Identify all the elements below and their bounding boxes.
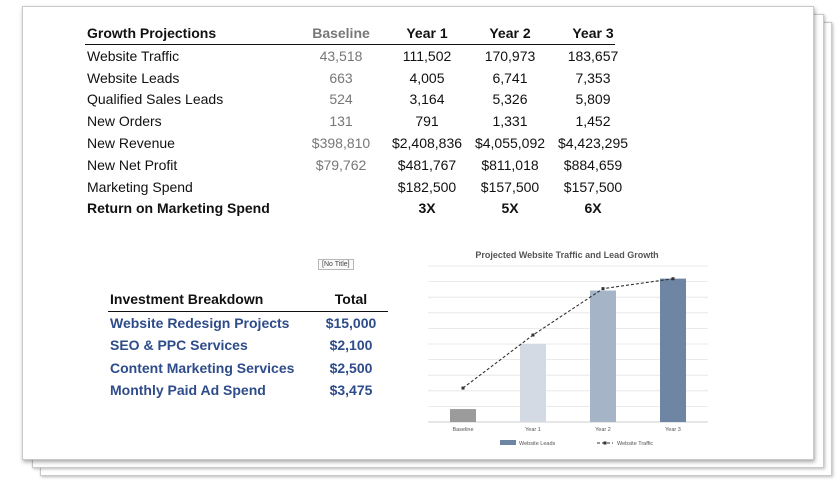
column-header: Year 3	[572, 25, 614, 41]
row-label: New Orders	[87, 113, 162, 130]
table-cell: 5,326	[492, 91, 528, 108]
table-cell: 1,331	[492, 113, 528, 130]
table-cell: 5X	[501, 200, 519, 217]
table-cell: $811,018	[481, 156, 539, 173]
x-tick-label: Year 1	[525, 427, 541, 433]
table-row: New Net Profit $79,762 $481,767 $811,018 $88…	[85, 154, 645, 176]
table-cell: 6,741	[492, 69, 528, 86]
investment-row: Website Redesign Projects $15,000	[108, 312, 390, 335]
table-cell: $157,500	[480, 178, 540, 195]
table-cell: $182,500	[397, 178, 457, 195]
bar-website-leads	[660, 278, 686, 422]
column-header: Year 2	[489, 25, 531, 41]
table-cell: 791	[415, 113, 439, 130]
table-cell: $398,810	[311, 134, 371, 151]
investment-total: $2,100	[329, 337, 373, 353]
x-tick-label: Year 2	[595, 427, 611, 433]
table-row: New Orders 131 791 1,331 1,452	[85, 110, 645, 132]
table-cell: 524	[329, 91, 353, 108]
table-cell: 5,809	[575, 91, 611, 108]
row-label: New Revenue	[87, 134, 175, 151]
table-row: Qualified Sales Leads 524 3,164 5,326 5,809	[85, 88, 645, 110]
investment-name: SEO & PPC Services	[110, 337, 248, 353]
table-cell: 7,353	[575, 69, 611, 86]
x-tick-label: Year 3	[665, 427, 681, 433]
growth-projections-table: Growth Projections Baseline Year 1 Year …	[85, 22, 645, 219]
table-cell: $4,423,295	[557, 134, 629, 151]
investment-name: Monthly Paid Ad Spend	[110, 382, 266, 398]
table-cell: 1,452	[575, 113, 611, 130]
table-row: Website Leads 663 4,005 6,741 7,353	[85, 67, 645, 89]
table-header-row: Growth Projections Baseline Year 1 Year …	[85, 22, 615, 45]
legend-label-leads: Website Leads	[519, 441, 556, 447]
investment-total: $3,475	[329, 382, 373, 398]
table-row: New Revenue $398,810 $2,408,836 $4,055,092 $…	[85, 132, 645, 154]
table-cell: 131	[329, 113, 353, 130]
column-header: Investment Breakdown	[110, 291, 264, 307]
table-cell: 663	[329, 69, 353, 86]
table-header-row: Investment Breakdown Total	[108, 288, 388, 312]
column-header: Year 1	[406, 25, 448, 41]
roi-row: Return on Marketing Spend 3X 5X 6X	[85, 197, 645, 219]
table-row: Website Traffic 43,518 111,502 170,973 183,6…	[85, 45, 645, 67]
table-cell: 4,005	[409, 69, 445, 86]
traffic-point	[601, 287, 605, 291]
table-cell: $4,055,092	[474, 134, 546, 151]
column-header: Total	[334, 291, 368, 307]
traffic-point	[671, 277, 675, 281]
traffic-point	[461, 386, 465, 390]
investment-total: $2,500	[329, 359, 373, 376]
traffic-lead-chart[interactable]: Projected Website Traffic and Lead Growt…	[422, 242, 712, 454]
investment-row: Content Marketing Services $2,500	[108, 357, 390, 380]
table-cell: $79,762	[315, 156, 367, 173]
table-cell: $2,408,836	[391, 134, 463, 151]
table-cell: 3X	[418, 200, 436, 217]
no-title-placeholder[interactable]: [No Title]	[318, 259, 354, 270]
x-tick-label: Baseline	[452, 427, 473, 433]
chart-canvas: Projected Website Traffic and Lead Growt…	[428, 250, 708, 447]
row-label: New Net Profit	[87, 156, 178, 173]
investment-row: SEO & PPC Services $2,100	[108, 334, 390, 357]
table-cell: $481,767	[397, 156, 457, 173]
table-cell: 111,502	[402, 47, 452, 64]
row-label: Return on Marketing Spend	[87, 200, 270, 217]
column-header: Growth Projections	[87, 25, 217, 41]
row-label: Website Traffic	[87, 47, 180, 64]
row-label: Qualified Sales Leads	[87, 91, 224, 108]
table-cell: 170,973	[484, 47, 536, 64]
bar-website-leads	[520, 343, 546, 422]
bar-website-leads	[590, 290, 616, 422]
investment-breakdown-table: Investment Breakdown Total Website Redes…	[108, 288, 390, 402]
bar-website-leads	[450, 409, 476, 422]
investment-name: Content Marketing Services	[110, 359, 295, 376]
row-label: Marketing Spend	[87, 178, 193, 195]
table-cell: $157,500	[563, 178, 623, 195]
legend-label-traffic: Website Traffic	[617, 441, 653, 447]
column-header: Baseline	[312, 25, 370, 41]
investment-row: Monthly Paid Ad Spend $3,475	[108, 379, 390, 402]
legend-marker-traffic	[603, 441, 607, 445]
table-cell: 3,164	[409, 91, 445, 108]
row-label: Website Leads	[87, 69, 180, 86]
table-cell: $884,659	[563, 156, 623, 173]
traffic-point	[531, 333, 535, 337]
investment-total: $15,000	[325, 314, 377, 331]
table-row: Marketing Spend $182,500 $157,500 $157,500	[85, 176, 645, 198]
investment-name: Website Redesign Projects	[110, 314, 290, 331]
table-cell: 43,518	[319, 47, 363, 64]
table-cell: 183,657	[567, 47, 619, 64]
line-website-traffic	[462, 278, 674, 389]
chart-title: Projected Website Traffic and Lead Growt…	[475, 250, 658, 260]
table-cell: 6X	[584, 200, 602, 217]
legend-swatch-leads	[500, 440, 516, 445]
